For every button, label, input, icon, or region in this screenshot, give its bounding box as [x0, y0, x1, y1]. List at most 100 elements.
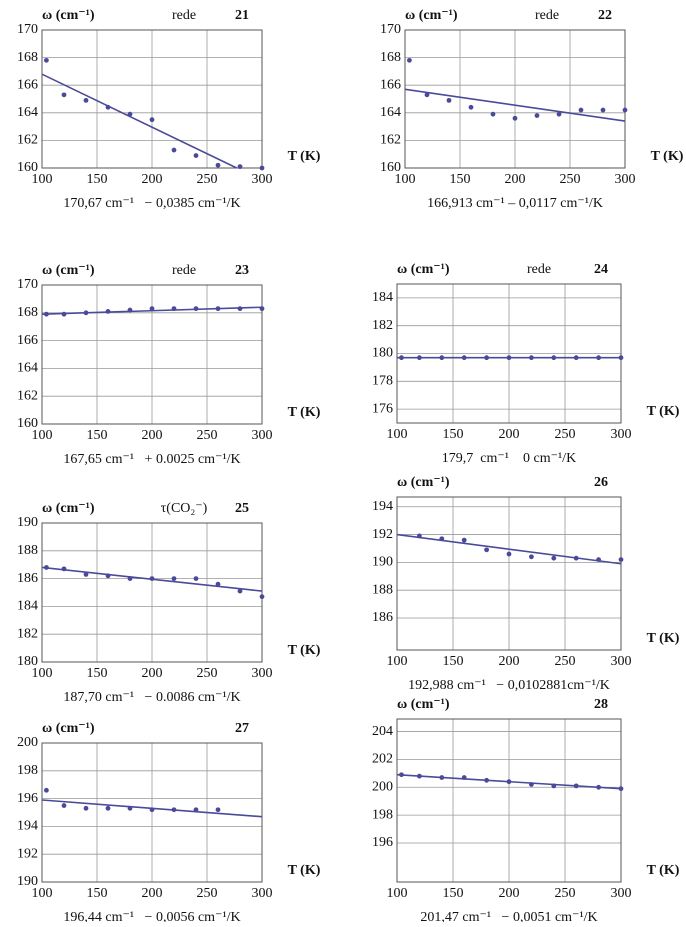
x-tick-label: 200 — [499, 427, 520, 442]
y-tick-label: 176 — [372, 401, 393, 416]
x-tick-label: 250 — [197, 666, 218, 681]
data-point — [439, 775, 445, 780]
x-tick-label: 200 — [142, 172, 163, 187]
data-point — [193, 153, 199, 158]
data-point — [44, 787, 49, 793]
subtitle: τ(CO₂⁻) — [161, 501, 208, 516]
subtitle: rede — [172, 8, 196, 23]
y-tick-label: 166 — [380, 77, 401, 92]
data-point — [127, 111, 133, 117]
y-tick-label: 160 — [17, 416, 38, 431]
data-point — [259, 594, 265, 600]
chart-title: 28 — [594, 697, 608, 712]
data-point — [407, 57, 412, 63]
x-tick-label: 100 — [387, 427, 408, 442]
data-point — [468, 104, 474, 110]
data-point — [149, 576, 155, 581]
data-point — [215, 162, 221, 168]
chart-title: 26 — [594, 475, 608, 490]
fit-line — [42, 73, 238, 168]
data-point — [149, 117, 155, 123]
data-point — [490, 111, 496, 117]
data-point — [484, 355, 489, 361]
x-axis-label: T (K) — [647, 631, 680, 646]
x-tick-label: 200 — [142, 886, 163, 901]
data-point — [600, 107, 606, 113]
data-point — [618, 355, 624, 361]
y-tick-label: 162 — [17, 133, 38, 148]
data-point — [171, 807, 177, 813]
y-tick-label: 162 — [17, 388, 38, 403]
fit-line — [397, 533, 621, 565]
data-point — [551, 355, 557, 361]
y-tick-label: 202 — [372, 752, 393, 767]
data-point — [105, 309, 111, 314]
x-tick-label: 250 — [197, 886, 218, 901]
data-point — [193, 306, 199, 312]
y-tick-label: 192 — [372, 527, 393, 542]
data-point — [551, 555, 557, 561]
data-point — [417, 355, 422, 361]
plot-frame — [396, 283, 622, 424]
x-tick-label: 200 — [499, 654, 520, 669]
fit-line — [405, 88, 625, 122]
data-point — [193, 807, 199, 813]
y-tick-label: 200 — [17, 735, 38, 750]
data-point — [237, 164, 243, 170]
data-point — [171, 306, 177, 312]
data-point — [105, 805, 111, 811]
data-point — [439, 536, 445, 542]
y-tick-label: 186 — [372, 610, 393, 625]
data-point — [259, 165, 265, 171]
x-tick-label: 150 — [443, 427, 464, 442]
data-point — [61, 311, 67, 317]
y-tick-label: 178 — [372, 374, 393, 389]
data-point — [529, 355, 534, 361]
x-tick-label: 100 — [387, 886, 408, 901]
x-tick-label: 100 — [387, 654, 408, 669]
x-tick-label: 100 — [32, 428, 53, 443]
x-axis-label: T (K) — [288, 643, 321, 658]
data-point — [215, 306, 221, 312]
data-point — [259, 306, 265, 312]
data-point — [618, 786, 624, 792]
data-point — [573, 783, 579, 789]
chart-title: 22 — [598, 8, 612, 23]
y-axis-label: ω (cm⁻¹) — [42, 263, 95, 278]
data-point — [622, 107, 628, 113]
y-tick-label: 164 — [17, 361, 38, 376]
y-axis-label: ω (cm⁻¹) — [397, 262, 450, 277]
y-tick-label: 182 — [372, 318, 393, 333]
x-axis-label: T (K) — [288, 149, 321, 164]
x-tick-label: 250 — [555, 654, 576, 669]
data-point — [83, 572, 89, 577]
data-point — [44, 311, 49, 317]
x-axis-label: T (K) — [651, 149, 684, 164]
y-tick-label: 190 — [372, 555, 393, 570]
y-tick-label: 184 — [17, 599, 38, 614]
chart-title: 27 — [235, 721, 249, 736]
data-point — [512, 115, 518, 121]
x-tick-label: 150 — [87, 666, 108, 681]
plot-frame — [396, 718, 622, 883]
y-tick-label: 180 — [372, 346, 393, 361]
chart-title: 21 — [235, 8, 249, 23]
x-tick-label: 300 — [611, 886, 632, 901]
x-axis-label: T (K) — [288, 405, 321, 420]
y-tick-label: 194 — [372, 499, 393, 514]
data-point — [578, 107, 584, 113]
y-tick-label: 164 — [380, 105, 401, 120]
x-tick-label: 100 — [32, 172, 53, 187]
y-tick-label: 160 — [17, 160, 38, 175]
data-point — [461, 537, 467, 543]
data-point — [149, 807, 155, 813]
x-tick-label: 150 — [87, 428, 108, 443]
data-point — [573, 555, 579, 561]
caption: 196,44 cm⁻¹ − 0,0056 cm⁻¹/K — [63, 910, 240, 922]
y-axis-label: ω (cm⁻¹) — [42, 501, 95, 516]
data-point — [618, 557, 624, 562]
data-point — [417, 533, 422, 539]
chart-title: 24 — [594, 262, 608, 277]
x-tick-label: 300 — [252, 428, 273, 443]
